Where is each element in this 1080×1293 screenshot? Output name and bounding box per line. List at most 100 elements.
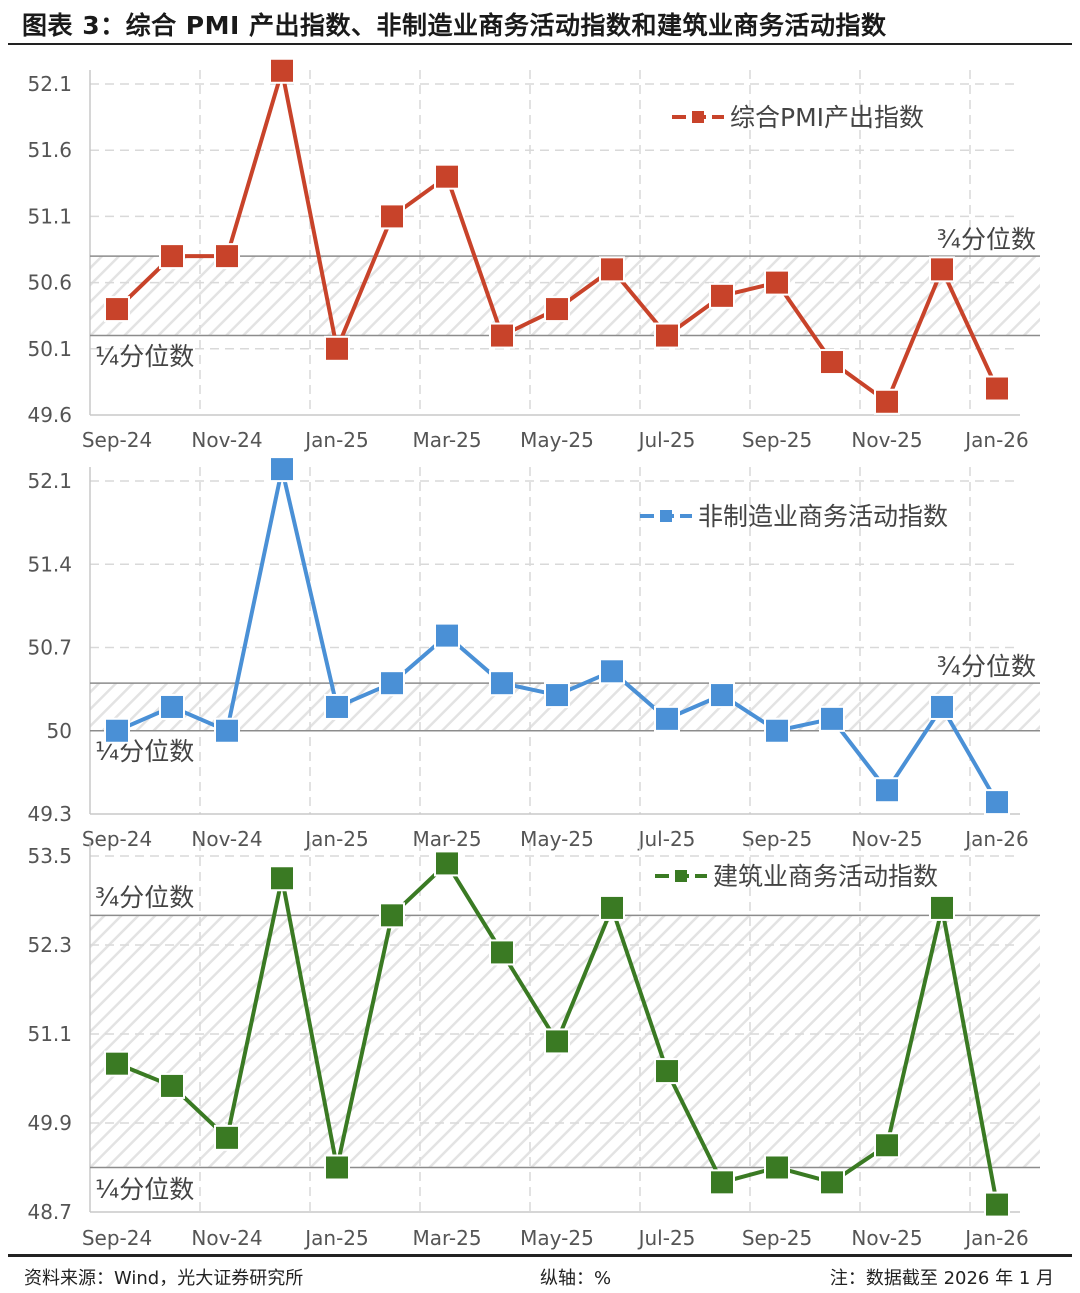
- data-point-marker: [819, 1169, 845, 1196]
- y-tick-label: 51.1: [27, 1022, 72, 1046]
- data-point-marker: [874, 777, 900, 804]
- y-tick-label: 49.3: [27, 802, 72, 826]
- data-point-marker: [709, 282, 735, 309]
- y-tick-label: 52.1: [27, 469, 72, 493]
- data-point-marker: [929, 256, 955, 283]
- data-point-marker: [544, 682, 570, 709]
- x-tick-label: Jan-25: [303, 428, 369, 452]
- legend-marker-icon: [675, 870, 687, 882]
- data-point-marker: [214, 717, 240, 744]
- data-point-marker: [599, 658, 625, 685]
- data-point-marker: [984, 789, 1010, 816]
- data-point-marker: [104, 296, 130, 323]
- y-tick-label: 51.4: [27, 552, 72, 576]
- legend: 综合PMI产出指数: [672, 103, 924, 132]
- x-tick-label: May-25: [520, 827, 594, 851]
- x-tick-label: Jan-26: [963, 827, 1029, 851]
- x-tick-label: Mar-25: [412, 1226, 481, 1250]
- x-tick-label: Sep-24: [82, 1226, 152, 1250]
- axis-unit-note: 纵轴：%: [540, 1268, 612, 1289]
- y-tick-label: 51.6: [27, 138, 72, 162]
- x-tick-label: Jan-25: [303, 1226, 369, 1250]
- x-tick-label: Sep-25: [742, 428, 812, 452]
- data-point-marker: [764, 1154, 790, 1181]
- x-tick-label: Sep-25: [742, 1226, 812, 1250]
- x-tick-label: Jan-25: [303, 827, 369, 851]
- y-tick-label: 53.5: [27, 844, 72, 868]
- x-tick-label: Jan-26: [963, 428, 1029, 452]
- data-point-marker: [489, 939, 515, 966]
- data-point-marker: [874, 1132, 900, 1159]
- x-tick-label: Nov-24: [191, 827, 262, 851]
- legend-marker-icon: [692, 111, 704, 123]
- y-tick-label: 48.7: [27, 1200, 72, 1224]
- data-point-marker: [214, 243, 240, 270]
- upper-quartile-label: ¾分位数: [937, 225, 1036, 254]
- upper-quartile-label: ¾分位数: [937, 652, 1036, 681]
- top-rule: [8, 43, 1072, 45]
- data-point-marker: [324, 1154, 350, 1181]
- data-point-marker: [819, 349, 845, 376]
- x-tick-label: May-25: [520, 428, 594, 452]
- data-point-marker: [159, 693, 185, 720]
- data-point-marker: [709, 682, 735, 709]
- legend: 建筑业商务活动指数: [655, 862, 938, 891]
- upper-quartile-label: ¾分位数: [95, 883, 194, 912]
- x-tick-label: Sep-24: [82, 428, 152, 452]
- data-point-marker: [104, 717, 130, 744]
- lower-quartile-label: ¼分位数: [95, 1175, 194, 1204]
- data-point-marker: [159, 1072, 185, 1099]
- data-point-marker: [599, 894, 625, 921]
- y-tick-label: 52.1: [27, 72, 72, 96]
- x-tick-label: Nov-25: [851, 428, 922, 452]
- data-point-marker: [104, 1050, 130, 1077]
- y-tick-label: 50.6: [27, 271, 72, 295]
- data-point-marker: [269, 865, 295, 892]
- data-point-marker: [764, 717, 790, 744]
- data-point-marker: [819, 705, 845, 732]
- data-point-marker: [984, 375, 1010, 402]
- x-tick-label: Jul-25: [637, 428, 696, 452]
- x-tick-label: Nov-25: [851, 1226, 922, 1250]
- y-tick-label: 49.9: [27, 1111, 72, 1135]
- x-tick-label: Nov-24: [191, 428, 262, 452]
- data-point-marker: [434, 850, 460, 877]
- x-tick-label: Nov-24: [191, 1226, 262, 1250]
- data-point-marker: [489, 670, 515, 697]
- y-tick-label: 50.7: [27, 636, 72, 660]
- source-note: 资料来源：Wind，光大证券研究所: [24, 1268, 304, 1289]
- y-tick-label: 52.3: [27, 933, 72, 957]
- data-point-marker: [544, 1028, 570, 1055]
- legend-marker-icon: [660, 510, 672, 522]
- data-point-marker: [434, 622, 460, 649]
- data-point-marker: [214, 1124, 240, 1151]
- x-tick-label: Jan-26: [963, 1226, 1029, 1250]
- data-point-marker: [709, 1169, 735, 1196]
- lower-quartile-label: ¼分位数: [95, 342, 194, 371]
- data-point-marker: [489, 322, 515, 349]
- bottom-rule: [8, 1254, 1072, 1257]
- data-point-marker: [269, 456, 295, 483]
- chart-construction: 53.5 52.3 51.1 49.9 48.7 ¾分位数 ¼分位数 Sep-24 Nov-24…: [27, 842, 1040, 1250]
- data-point-marker: [654, 705, 680, 732]
- y-tick-label: 50.1: [27, 337, 72, 361]
- y-tick-label: 50: [47, 719, 72, 743]
- x-tick-label: Jul-25: [637, 827, 696, 851]
- x-tick-label: Mar-25: [412, 827, 481, 851]
- figure-title: 图表 3：综合 PMI 产出指数、非制造业商务活动指数和建筑业商务活动指数: [22, 11, 887, 40]
- legend-label: 建筑业商务活动指数: [713, 862, 938, 891]
- x-tick-label: May-25: [520, 1226, 594, 1250]
- data-point-marker: [764, 269, 790, 296]
- data-point-marker: [159, 243, 185, 270]
- data-point-marker: [874, 388, 900, 415]
- data-point-marker: [379, 203, 405, 230]
- data-point-marker: [599, 256, 625, 283]
- legend-label: 综合PMI产出指数: [730, 103, 924, 132]
- data-point-marker: [654, 1058, 680, 1085]
- x-tick-label: Mar-25: [412, 428, 481, 452]
- x-tick-label: Sep-25: [742, 827, 812, 851]
- chart-composite-pmi: 52.1 51.6 51.1 50.6 50.1 49.6 ¾分位数 ¼分位数 Sep-24 No…: [27, 57, 1040, 452]
- data-point-marker: [544, 296, 570, 323]
